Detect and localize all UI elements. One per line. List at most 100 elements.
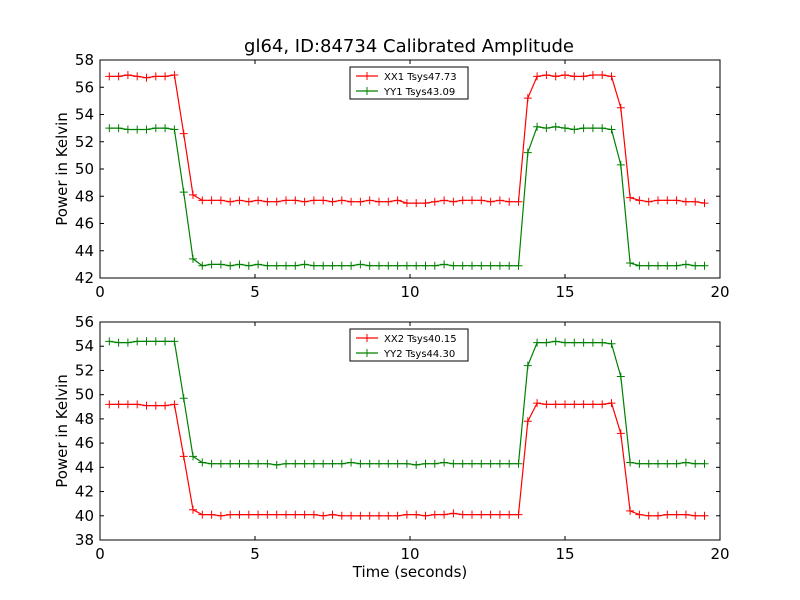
data-point: [672, 196, 681, 205]
data-point: [142, 125, 151, 134]
data-point: [579, 400, 588, 409]
data-point: [644, 511, 653, 520]
data-point: [449, 509, 458, 518]
axes-frame: [99, 59, 721, 279]
data-point: [384, 261, 393, 270]
data-point: [123, 400, 132, 409]
data-point: [393, 459, 402, 468]
data-point: [207, 260, 216, 269]
data-point: [328, 510, 337, 519]
legend-label: XX1 Tsys47.73: [384, 72, 457, 83]
data-point: [384, 511, 393, 520]
y-tick-label: 38: [75, 531, 94, 549]
data-point: [616, 103, 625, 112]
data-point: [598, 400, 607, 409]
data-point: [337, 511, 346, 520]
legend-marker: [363, 334, 371, 342]
data-point: [272, 197, 281, 206]
data-point: [523, 148, 532, 157]
data-point: [561, 70, 569, 79]
data-point: [681, 458, 690, 467]
data-point: [319, 196, 328, 205]
data-point: [458, 459, 467, 468]
data-point: [402, 199, 411, 208]
data-point: [523, 417, 532, 426]
legend-label: YY2 Tsys44.30: [383, 349, 455, 360]
data-point: [161, 337, 170, 346]
y-tick-label: 54: [75, 337, 94, 355]
y-tick-label: 52: [75, 361, 94, 379]
data-point: [607, 339, 616, 348]
data-point: [588, 70, 597, 79]
data-point: [412, 460, 421, 469]
y-tick-label: 44: [75, 458, 94, 476]
data-point: [514, 459, 523, 468]
data-point: [672, 459, 681, 468]
y-axis-label: Power in Kelvin: [53, 112, 71, 226]
data-point: [477, 196, 486, 205]
data-point: [216, 260, 225, 269]
data-point: [133, 72, 142, 81]
data-point: [477, 459, 486, 468]
data-point: [170, 337, 179, 346]
subplot-1: 0 5 10 15 20 42 44 46 48 50 52 54 56 58 Power in Kelvi…: [53, 51, 730, 301]
y-tick-label: 58: [75, 51, 94, 69]
data-point: [495, 196, 504, 205]
data-point: [635, 510, 644, 519]
data-point: [282, 196, 290, 205]
data-point: [235, 260, 244, 269]
data-point: [477, 261, 486, 270]
data-point: [681, 260, 690, 269]
data-point: [319, 261, 328, 270]
data-point: [123, 70, 132, 79]
data-point: [133, 337, 142, 346]
data-point: [505, 261, 514, 270]
data-point: [151, 72, 160, 81]
data-point: [663, 510, 672, 519]
data-point: [533, 122, 542, 131]
data-point: [626, 259, 635, 268]
data-point: [198, 510, 207, 519]
data-point: [151, 337, 160, 346]
data-point: [375, 261, 383, 270]
data-point: [300, 459, 309, 468]
data-point: [179, 129, 188, 138]
data-point: [635, 261, 644, 270]
data-point: [207, 510, 216, 519]
data-point: [598, 70, 607, 79]
y-tick-label: 42: [75, 269, 94, 287]
data-point: [458, 196, 467, 205]
data-point: [402, 261, 411, 270]
data-point: [430, 510, 439, 519]
data-point: [430, 261, 439, 270]
legend-box: [349, 328, 469, 362]
data-point: [365, 459, 374, 468]
x-axis-label: Time (seconds): [352, 563, 468, 581]
data-point: [681, 510, 690, 519]
data-point: [551, 400, 560, 409]
data-point: [393, 511, 402, 520]
data-point: [105, 124, 114, 133]
data-point: [486, 197, 495, 206]
data-point: [505, 510, 514, 519]
data-point: [561, 400, 569, 409]
data-point: [114, 72, 123, 81]
data-point: [468, 196, 476, 205]
data-point: [458, 510, 467, 519]
data-point: [272, 261, 281, 270]
data-point: [542, 338, 551, 347]
data-point: [700, 261, 709, 270]
data-point: [161, 72, 170, 81]
data-point: [356, 511, 365, 520]
data-point: [533, 72, 542, 81]
y-tick-label: 56: [75, 313, 94, 331]
data-point: [542, 70, 551, 79]
data-point: [133, 400, 142, 409]
data-point: [542, 400, 551, 409]
data-point: [263, 197, 272, 206]
data-point: [291, 510, 300, 519]
data-point: [356, 459, 365, 468]
data-point: [254, 459, 263, 468]
data-point: [291, 261, 300, 270]
